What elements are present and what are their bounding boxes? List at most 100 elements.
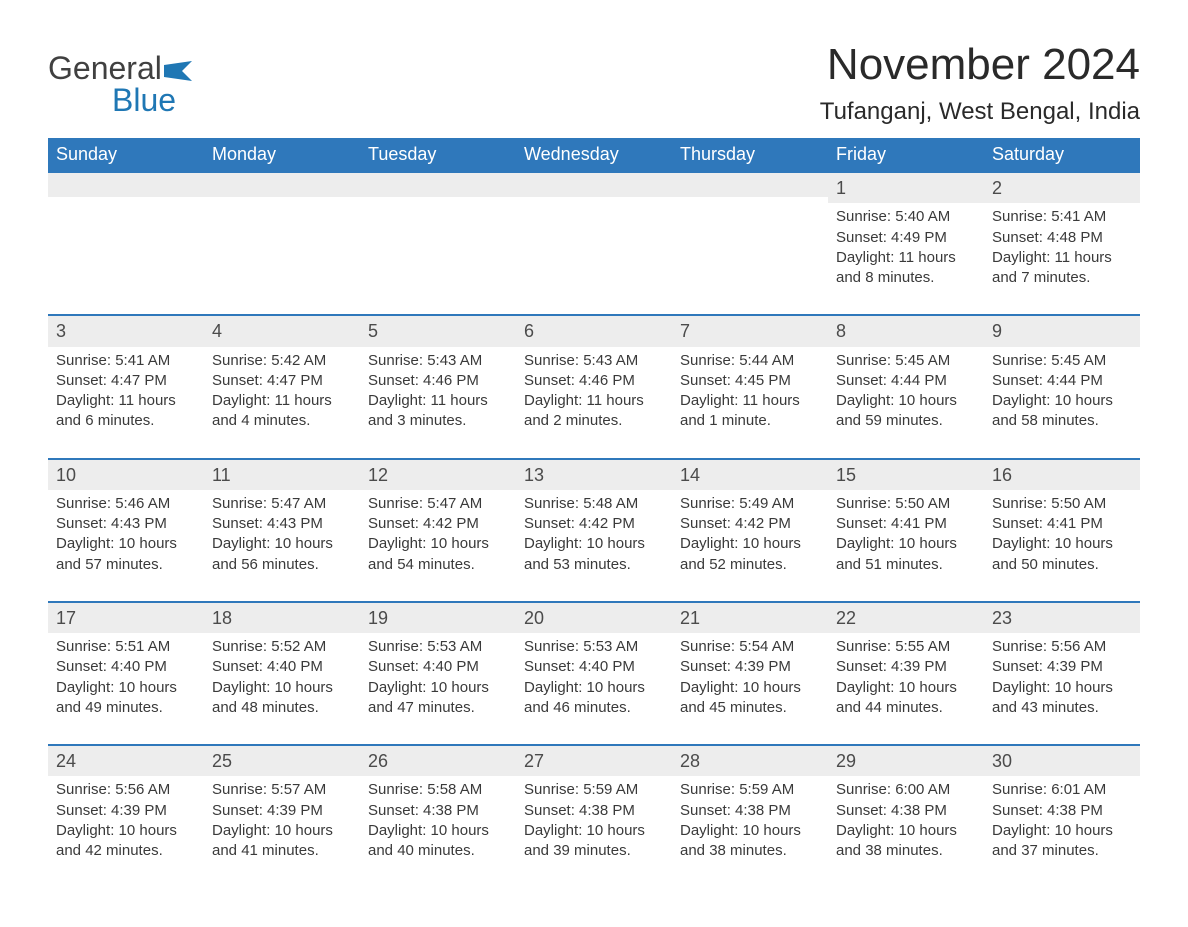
day-info: Sunrise: 5:40 AMSunset: 4:49 PMDaylight:… xyxy=(836,207,976,288)
day-cell: 23Sunrise: 5:56 AMSunset: 4:39 PMDayligh… xyxy=(984,601,1140,744)
sunrise-text: Sunrise: 5:56 AM xyxy=(992,637,1132,657)
day-info: Sunrise: 5:50 AMSunset: 4:41 PMDaylight:… xyxy=(992,494,1132,575)
calendar-table: Sunday Monday Tuesday Wednesday Thursday… xyxy=(48,138,1140,887)
daylight-text: Daylight: 11 hours and 1 minute. xyxy=(680,391,820,432)
sunrise-text: Sunrise: 5:59 AM xyxy=(680,780,820,800)
brand-part2: Blue xyxy=(112,82,176,118)
daylight-text: Daylight: 11 hours and 6 minutes. xyxy=(56,391,196,432)
day-cell: 13Sunrise: 5:48 AMSunset: 4:42 PMDayligh… xyxy=(516,458,672,601)
day-info: Sunrise: 5:45 AMSunset: 4:44 PMDaylight:… xyxy=(992,351,1132,432)
sunrise-text: Sunrise: 5:56 AM xyxy=(56,780,196,800)
sunrise-text: Sunrise: 5:46 AM xyxy=(56,494,196,514)
day-info: Sunrise: 5:41 AMSunset: 4:47 PMDaylight:… xyxy=(56,351,196,432)
day-cell: 27Sunrise: 5:59 AMSunset: 4:38 PMDayligh… xyxy=(516,744,672,887)
day-cell xyxy=(672,171,828,314)
daylight-text: Daylight: 10 hours and 56 minutes. xyxy=(212,534,352,575)
week-row: 17Sunrise: 5:51 AMSunset: 4:40 PMDayligh… xyxy=(48,601,1140,744)
sunset-text: Sunset: 4:48 PM xyxy=(992,228,1132,248)
day-cell: 29Sunrise: 6:00 AMSunset: 4:38 PMDayligh… xyxy=(828,744,984,887)
daylight-text: Daylight: 10 hours and 48 minutes. xyxy=(212,678,352,719)
daylight-text: Daylight: 11 hours and 7 minutes. xyxy=(992,248,1132,289)
sunrise-text: Sunrise: 5:50 AM xyxy=(992,494,1132,514)
brand-part1: General xyxy=(48,50,162,86)
week-row: 3 Sunrise: 5:41 AMSunset: 4:47 PMDaylight… xyxy=(48,314,1140,457)
day-number: 21 xyxy=(672,601,828,633)
day-info: Sunrise: 5:45 AMSunset: 4:44 PMDaylight:… xyxy=(836,351,976,432)
sunset-text: Sunset: 4:40 PM xyxy=(212,657,352,677)
sunrise-text: Sunrise: 5:42 AM xyxy=(212,351,352,371)
sunrise-text: Sunrise: 5:59 AM xyxy=(524,780,664,800)
day-info: Sunrise: 5:44 AMSunset: 4:45 PMDaylight:… xyxy=(680,351,820,432)
day-info: Sunrise: 5:49 AMSunset: 4:42 PMDaylight:… xyxy=(680,494,820,575)
day-number: 3 xyxy=(48,314,204,346)
day-number: 8 xyxy=(828,314,984,346)
flag-icon xyxy=(164,54,192,86)
location-subtitle: Tufanganj, West Bengal, India xyxy=(820,98,1140,126)
daylight-text: Daylight: 10 hours and 49 minutes. xyxy=(56,678,196,719)
sunrise-text: Sunrise: 5:43 AM xyxy=(524,351,664,371)
sunset-text: Sunset: 4:41 PM xyxy=(992,514,1132,534)
sunrise-text: Sunrise: 5:45 AM xyxy=(836,351,976,371)
brand-text: General Blue xyxy=(48,52,192,116)
daylight-text: Daylight: 10 hours and 38 minutes. xyxy=(836,821,976,862)
day-number: 23 xyxy=(984,601,1140,633)
daylight-text: Daylight: 10 hours and 54 minutes. xyxy=(368,534,508,575)
brand-logo: General Blue xyxy=(48,52,192,116)
week-row: 1Sunrise: 5:40 AMSunset: 4:49 PMDaylight… xyxy=(48,171,1140,314)
sunset-text: Sunset: 4:40 PM xyxy=(56,657,196,677)
daylight-text: Daylight: 11 hours and 8 minutes. xyxy=(836,248,976,289)
dow-header: Friday xyxy=(828,138,984,171)
title-block: November 2024 Tufanganj, West Bengal, In… xyxy=(820,40,1140,126)
sunset-text: Sunset: 4:40 PM xyxy=(524,657,664,677)
sunset-text: Sunset: 4:38 PM xyxy=(368,801,508,821)
day-number: 26 xyxy=(360,744,516,776)
daylight-text: Daylight: 10 hours and 52 minutes. xyxy=(680,534,820,575)
day-info: Sunrise: 5:42 AMSunset: 4:47 PMDaylight:… xyxy=(212,351,352,432)
dow-header: Sunday xyxy=(48,138,204,171)
sunrise-text: Sunrise: 5:47 AM xyxy=(368,494,508,514)
day-cell: 5 Sunrise: 5:43 AMSunset: 4:46 PMDaylight… xyxy=(360,314,516,457)
day-info: Sunrise: 5:43 AMSunset: 4:46 PMDaylight:… xyxy=(368,351,508,432)
day-cell: 25 Sunrise: 5:57 AMSunset: 4:39 PMDayligh… xyxy=(204,744,360,887)
sunset-text: Sunset: 4:46 PM xyxy=(368,371,508,391)
day-number: 22 xyxy=(828,601,984,633)
daylight-text: Daylight: 10 hours and 43 minutes. xyxy=(992,678,1132,719)
day-info: Sunrise: 5:58 AMSunset: 4:38 PMDaylight:… xyxy=(368,780,508,861)
day-info: Sunrise: 5:59 AMSunset: 4:38 PMDaylight:… xyxy=(680,780,820,861)
sunset-text: Sunset: 4:47 PM xyxy=(56,371,196,391)
day-number: 5 xyxy=(360,314,516,346)
daylight-text: Daylight: 10 hours and 58 minutes. xyxy=(992,391,1132,432)
day-number: 19 xyxy=(360,601,516,633)
daylight-text: Daylight: 11 hours and 4 minutes. xyxy=(212,391,352,432)
day-info: Sunrise: 5:55 AMSunset: 4:39 PMDaylight:… xyxy=(836,637,976,718)
sunset-text: Sunset: 4:42 PM xyxy=(680,514,820,534)
sunrise-text: Sunrise: 5:45 AM xyxy=(992,351,1132,371)
day-number: 11 xyxy=(204,458,360,490)
day-cell: 19Sunrise: 5:53 AMSunset: 4:40 PMDayligh… xyxy=(360,601,516,744)
daylight-text: Daylight: 10 hours and 53 minutes. xyxy=(524,534,664,575)
sunrise-text: Sunrise: 5:41 AM xyxy=(992,207,1132,227)
day-cell: 10Sunrise: 5:46 AMSunset: 4:43 PMDayligh… xyxy=(48,458,204,601)
empty-day-bar xyxy=(672,171,828,197)
empty-day-bar xyxy=(360,171,516,197)
dow-header: Saturday xyxy=(984,138,1140,171)
sunset-text: Sunset: 4:49 PM xyxy=(836,228,976,248)
daylight-text: Daylight: 10 hours and 44 minutes. xyxy=(836,678,976,719)
page-header: General Blue November 2024 Tufanganj, We… xyxy=(48,40,1140,126)
sunrise-text: Sunrise: 5:51 AM xyxy=(56,637,196,657)
sunrise-text: Sunrise: 5:47 AM xyxy=(212,494,352,514)
day-info: Sunrise: 5:57 AMSunset: 4:39 PMDaylight:… xyxy=(212,780,352,861)
sunset-text: Sunset: 4:43 PM xyxy=(56,514,196,534)
day-number: 25 xyxy=(204,744,360,776)
sunrise-text: Sunrise: 5:48 AM xyxy=(524,494,664,514)
sunrise-text: Sunrise: 6:01 AM xyxy=(992,780,1132,800)
day-cell: 8 Sunrise: 5:45 AMSunset: 4:44 PMDaylight… xyxy=(828,314,984,457)
sunset-text: Sunset: 4:42 PM xyxy=(524,514,664,534)
day-cell: 22 Sunrise: 5:55 AMSunset: 4:39 PMDayligh… xyxy=(828,601,984,744)
sunset-text: Sunset: 4:44 PM xyxy=(836,371,976,391)
day-number: 17 xyxy=(48,601,204,633)
day-cell: 2Sunrise: 5:41 AMSunset: 4:48 PMDaylight… xyxy=(984,171,1140,314)
sunset-text: Sunset: 4:39 PM xyxy=(56,801,196,821)
day-info: Sunrise: 5:48 AMSunset: 4:42 PMDaylight:… xyxy=(524,494,664,575)
dow-header: Thursday xyxy=(672,138,828,171)
